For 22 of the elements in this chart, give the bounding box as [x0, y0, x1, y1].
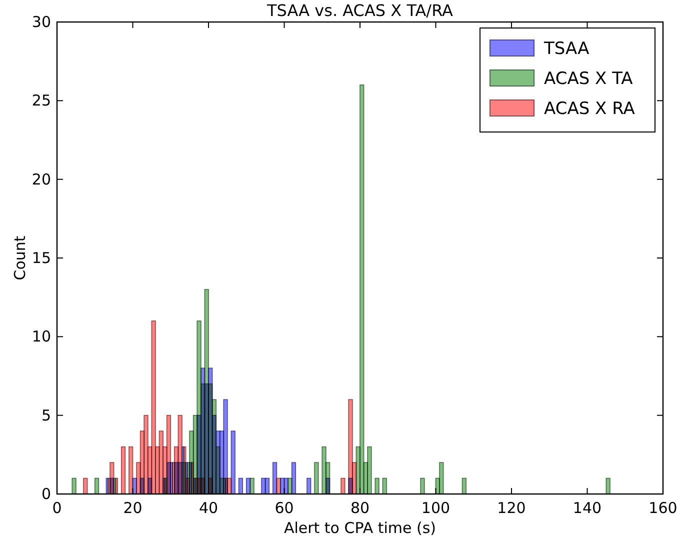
- x-axis-title: Alert to CPA time (s): [284, 519, 436, 537]
- x-tick-label: 80: [350, 499, 370, 517]
- x-tick-label: 40: [198, 499, 218, 517]
- x-tick-label: 160: [648, 499, 678, 517]
- legend-label: ACAS X RA: [544, 99, 636, 119]
- x-tick-label: 100: [421, 499, 450, 517]
- y-tick-label: 15: [32, 249, 51, 267]
- y-tick-label: 10: [32, 328, 51, 346]
- x-tick-label: 140: [572, 499, 602, 517]
- y-tick-label: 5: [41, 406, 51, 424]
- y-tick-label: 0: [41, 485, 51, 503]
- x-tick-label: 120: [497, 499, 526, 517]
- y-tick-label: 30: [32, 13, 51, 31]
- legend-label: ACAS X TA: [544, 69, 634, 89]
- x-tick-label: 60: [274, 499, 294, 517]
- legend-label: TSAA: [543, 39, 590, 59]
- y-tick-label: 25: [32, 92, 51, 110]
- x-tick-label: 0: [52, 499, 62, 517]
- y-tick-label: 20: [32, 170, 51, 188]
- y-axis-title: Count: [11, 236, 29, 280]
- x-tick-label: 20: [123, 499, 142, 517]
- chart-title: TSAA vs. ACAS X TA/RA: [266, 1, 454, 20]
